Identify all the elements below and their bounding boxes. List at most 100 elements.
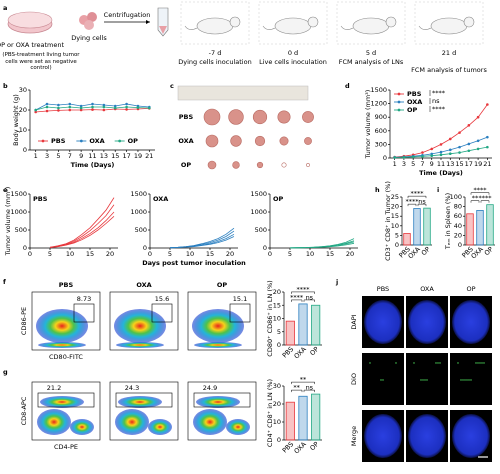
x-tick-label: PBS xyxy=(281,440,295,454)
mouse-body xyxy=(430,17,468,35)
micrograph xyxy=(406,353,448,405)
significance-bracket xyxy=(470,192,490,195)
density xyxy=(194,342,242,348)
y-tick-label: 0 xyxy=(277,341,281,349)
y-tick-label: 30 xyxy=(19,86,27,94)
bar xyxy=(413,208,421,246)
dio-signal xyxy=(481,362,483,364)
significance-bracket xyxy=(291,389,303,393)
y-tick-label: 0 xyxy=(143,244,147,252)
tumor xyxy=(254,135,266,147)
density xyxy=(40,396,84,408)
tumor xyxy=(203,108,221,126)
bar xyxy=(298,303,308,346)
y-tick-label: 0 xyxy=(383,154,387,162)
x-tick-label: 20 xyxy=(106,250,114,258)
data-point xyxy=(486,135,489,139)
imaging-column-label: OXA xyxy=(420,285,434,293)
dying-cell xyxy=(87,12,97,22)
legend-label: OP xyxy=(128,137,139,145)
significance-bracket xyxy=(303,389,315,393)
gate-value: 15.6 xyxy=(155,295,169,303)
gate xyxy=(73,303,95,323)
panel-label: d xyxy=(345,82,350,90)
y-tick-label: 80 xyxy=(454,203,462,211)
flow-x-label: CD4-PE xyxy=(54,443,78,451)
x-tick-label: 3 xyxy=(402,160,406,168)
dying-cell xyxy=(84,20,94,30)
y-tick-label: 100 xyxy=(450,193,462,201)
significance-label: ** xyxy=(293,384,300,392)
photo-row-label: OXA xyxy=(178,137,193,145)
x-tick-label: 5 xyxy=(168,250,172,258)
data-point xyxy=(458,131,461,134)
series-line xyxy=(169,236,235,249)
mouse-tail xyxy=(262,25,276,30)
y-tick-label: 10 xyxy=(273,315,281,323)
x-axis-label: Time (Days) xyxy=(71,161,115,169)
significance-bracket xyxy=(407,195,427,199)
data-point xyxy=(448,152,452,155)
y-axis-label: Tumor volume (mm³) xyxy=(364,90,372,160)
panel-label: b xyxy=(3,82,8,90)
dio-signal xyxy=(464,379,466,381)
x-tick-label: OP xyxy=(308,345,320,357)
density xyxy=(37,409,71,435)
y-tick-label: 1500 xyxy=(130,190,147,198)
significance-label: **** xyxy=(432,105,446,113)
significance-bracket xyxy=(417,203,427,207)
data-point xyxy=(68,105,72,109)
x-tick-label: OXA xyxy=(293,345,309,361)
gate-value: 21.2 xyxy=(47,384,61,392)
imaging-panel: PBS OXA OP DAPI DiO Merge xyxy=(350,285,492,462)
dio-signal xyxy=(475,362,477,364)
dio-signal xyxy=(439,362,441,364)
density xyxy=(36,309,88,343)
significance-label: **** xyxy=(432,89,446,97)
dio-signal xyxy=(382,379,384,381)
y-tick-label: 20 xyxy=(273,400,281,408)
data-point xyxy=(91,108,94,111)
significance-label: **** xyxy=(479,194,493,202)
data-point xyxy=(430,154,434,158)
x-axis-label: Days post tumor inoculation xyxy=(142,259,246,267)
bar xyxy=(285,401,295,441)
significance-bracket xyxy=(470,200,480,203)
bar xyxy=(403,233,411,246)
data-point xyxy=(125,105,128,109)
data-point xyxy=(458,145,461,149)
x-tick-label: 21 xyxy=(145,152,153,160)
legend-marker xyxy=(397,92,401,96)
data-point xyxy=(57,109,60,112)
dio-signal xyxy=(460,379,462,381)
tissue-section xyxy=(364,414,402,458)
data-point xyxy=(430,147,434,151)
data-point xyxy=(467,149,471,153)
data-point xyxy=(448,137,452,141)
y-tick-label: 20 xyxy=(273,288,281,296)
bar xyxy=(486,204,494,246)
panel-subtitle: PBS xyxy=(33,195,48,203)
y-tick-label: 15 xyxy=(273,301,281,309)
data-point xyxy=(393,156,396,159)
gate xyxy=(37,392,95,408)
tumor xyxy=(228,109,244,125)
x-tick-label: 7 xyxy=(68,152,72,160)
legend-marker xyxy=(41,139,45,143)
data-point xyxy=(45,102,49,106)
treatment-label: OP or OXA treatment xyxy=(0,41,64,49)
dio-signal xyxy=(457,362,459,364)
tumor xyxy=(205,134,219,148)
density xyxy=(115,409,149,435)
tissue-section xyxy=(408,300,446,344)
significance-bracket xyxy=(303,299,315,302)
y-tick-label: 500 xyxy=(255,226,267,234)
flow-group-label: OP xyxy=(217,281,228,289)
significance-label: ns xyxy=(432,97,440,105)
y-tick-label: 5 xyxy=(277,328,281,336)
data-point xyxy=(125,102,128,106)
timeline-frame xyxy=(180,1,250,45)
dio-signal xyxy=(437,362,439,364)
